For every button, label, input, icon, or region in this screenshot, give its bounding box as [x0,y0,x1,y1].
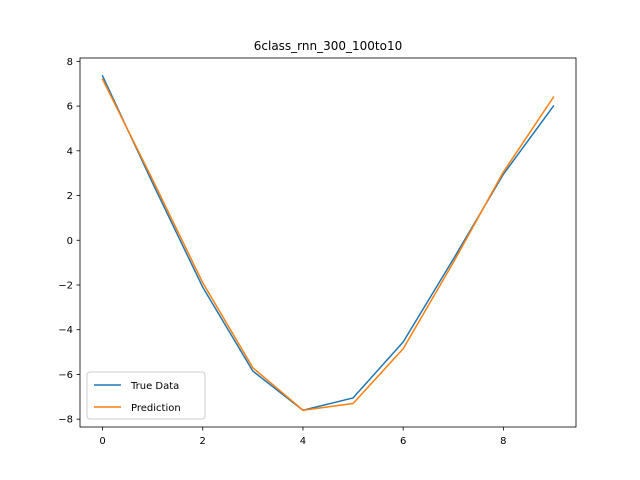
x-tick-label: 4 [300,436,306,447]
legend: True Data Prediction [86,371,206,420]
y-tick-label: 2 [67,191,73,202]
series-line-prediction [101,78,555,411]
x-axis-ticks: 0 2 4 6 8 [99,427,507,447]
y-tick-label: 6 [67,102,73,113]
y-tick-label: 4 [67,146,73,157]
legend-label-prediction: Prediction [131,403,181,414]
y-tick-label: −2 [58,280,73,291]
x-tick-label: 0 [99,436,105,447]
plot-lines [101,74,555,411]
y-tick-label: 0 [67,236,73,247]
legend-label-true-data: True Data [130,381,179,392]
y-tick-label: −4 [58,325,73,336]
y-tick-label: −8 [58,415,73,426]
y-tick-label: 8 [67,57,73,68]
x-tick-label: 6 [400,436,406,447]
chart-title: 6class_rnn_300_100to10 [254,39,402,53]
y-tick-label: −6 [58,370,73,381]
x-tick-label: 2 [200,436,206,447]
axes-frame [79,57,577,428]
y-axis-ticks: −8 −6 −4 −2 0 2 4 6 8 [58,57,80,426]
x-tick-label: 8 [500,436,506,447]
